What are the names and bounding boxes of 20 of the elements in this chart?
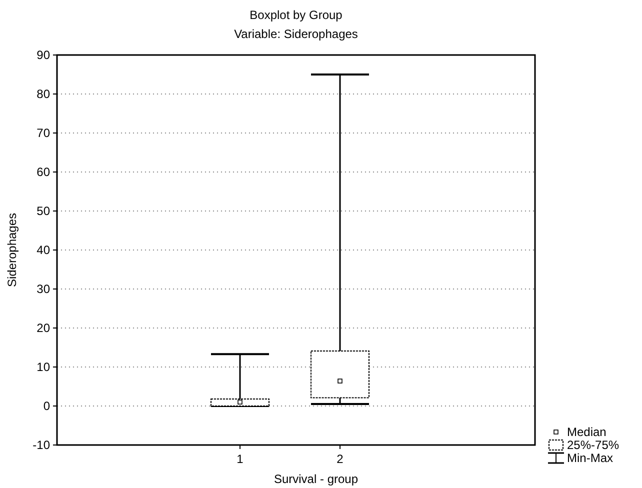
text: Median — [567, 425, 606, 440]
x-axis-title: Survival - group — [274, 472, 358, 486]
y-tick-label: -10 — [32, 438, 50, 452]
y-tick-label: 20 — [36, 321, 50, 336]
y-tick-label: 10 — [36, 360, 50, 374]
chart-subtitle: Variable: Siderophages — [234, 27, 358, 41]
chart-title: Boxplot by Group — [250, 8, 343, 22]
y-tick-label: 90 — [36, 48, 50, 62]
text: 25%-75% — [567, 438, 620, 452]
y-tick-label: 80 — [36, 87, 50, 102]
y-tick-label: 70 — [36, 126, 50, 140]
y-tick-label: 0 — [43, 399, 50, 414]
y-axis-title: Siderophages — [5, 212, 19, 288]
y-tick-label: 40 — [36, 243, 50, 258]
y-tick-label: 60 — [36, 165, 50, 180]
y-tick-label: 50 — [36, 204, 50, 218]
x-tick-label: 2 — [336, 452, 344, 466]
x-tick-label: 1 — [236, 452, 244, 466]
y-tick-label: 30 — [36, 282, 50, 296]
text: Min-Max — [567, 451, 614, 466]
